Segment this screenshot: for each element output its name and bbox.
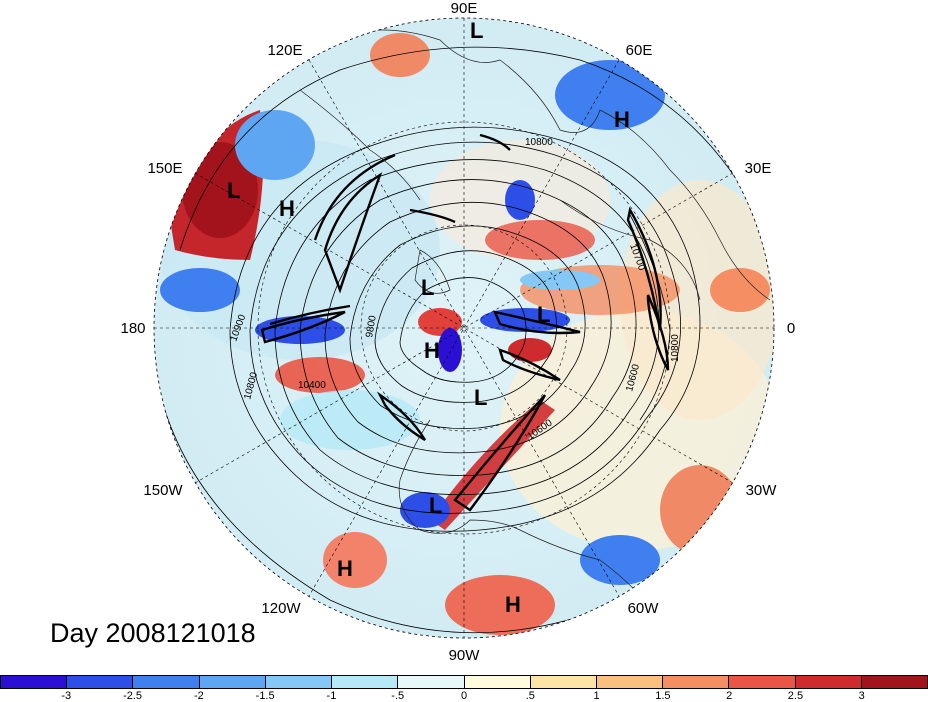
colorbar-tick-label: 2.5 bbox=[787, 690, 804, 702]
colorbar-segment bbox=[199, 675, 266, 689]
lon-label-30e: 30E bbox=[745, 160, 772, 177]
lon-label-30w: 30W bbox=[746, 482, 778, 499]
low-pressure-marker: L bbox=[421, 275, 434, 300]
colorbar-tick-label: -2 bbox=[193, 690, 204, 702]
lon-label-0: 0 bbox=[787, 320, 795, 337]
colorbar-segment bbox=[861, 675, 928, 689]
colorbar-tick-label: 2 bbox=[726, 690, 733, 702]
colorbar-segment bbox=[133, 675, 200, 689]
pressure-centers: L H L H L H L L L H H bbox=[227, 18, 630, 617]
colorbar-tick-label: -1.5 bbox=[255, 690, 275, 702]
colorbar-tick-label: -3 bbox=[61, 690, 72, 702]
low-pressure-marker: L bbox=[227, 178, 240, 203]
contour-label: 10400 bbox=[298, 380, 326, 391]
lon-label-120w: 120W bbox=[261, 600, 301, 617]
colorbar-segment bbox=[398, 675, 465, 689]
colorbar-segment bbox=[663, 675, 730, 689]
colorbar-segment bbox=[729, 675, 796, 689]
colorbar-segment bbox=[265, 675, 333, 689]
jet-contours bbox=[260, 133, 670, 512]
contour-label: 9800 bbox=[364, 314, 379, 338]
low-pressure-marker: L bbox=[537, 302, 550, 327]
colorbar-tick-label: 1 bbox=[593, 690, 600, 702]
low-pressure-marker: L bbox=[470, 18, 483, 43]
colorbar bbox=[0, 675, 928, 689]
colorbar-tick-label: 1.5 bbox=[655, 690, 671, 702]
high-pressure-marker: H bbox=[424, 338, 440, 363]
low-pressure-marker: L bbox=[429, 493, 442, 518]
colorbar-tick-label: -.5 bbox=[391, 690, 405, 702]
high-pressure-marker: H bbox=[337, 556, 353, 581]
colorbar-tick-label: -2.5 bbox=[123, 690, 143, 702]
low-pressure-marker: L bbox=[474, 385, 487, 410]
date-caption: Day 2008121018 bbox=[50, 618, 256, 648]
colorbar-segment bbox=[530, 675, 597, 689]
longitude-labels: 90E 120E 60E 150E 30E 180 0 150W 30W 120… bbox=[120, 0, 795, 664]
colorbar-tick-label: 0 bbox=[460, 690, 468, 702]
map-boundary bbox=[153, 17, 775, 639]
high-pressure-marker: H bbox=[614, 107, 630, 132]
colorbar-segment bbox=[332, 675, 399, 689]
high-pressure-marker: H bbox=[279, 196, 295, 221]
colorbar-segment bbox=[0, 675, 68, 689]
lon-label-120e: 120E bbox=[267, 42, 302, 59]
lon-label-60w: 60W bbox=[628, 600, 660, 617]
lon-label-90e: 90E bbox=[451, 0, 478, 17]
lon-label-90w: 90W bbox=[449, 647, 481, 664]
colorbar-segment bbox=[795, 675, 862, 689]
colorbar-tick-label: -1 bbox=[326, 690, 337, 702]
colorbar-segment bbox=[596, 675, 664, 689]
colorbar-segment bbox=[67, 675, 134, 689]
high-pressure-marker: H bbox=[505, 592, 521, 617]
lon-label-60e: 60E bbox=[626, 42, 653, 59]
colorbar-segment bbox=[464, 675, 531, 689]
contour-label: 10800 bbox=[525, 137, 553, 148]
colorbar-tick-label: .5 bbox=[525, 690, 535, 702]
lon-label-150e: 150E bbox=[147, 160, 182, 177]
contour-label: 10800 bbox=[670, 334, 681, 362]
lon-label-180: 180 bbox=[120, 320, 145, 337]
coastlines bbox=[299, 29, 771, 621]
lon-label-150w: 150W bbox=[143, 482, 183, 499]
colorbar-tick-label: 3 bbox=[858, 690, 865, 702]
